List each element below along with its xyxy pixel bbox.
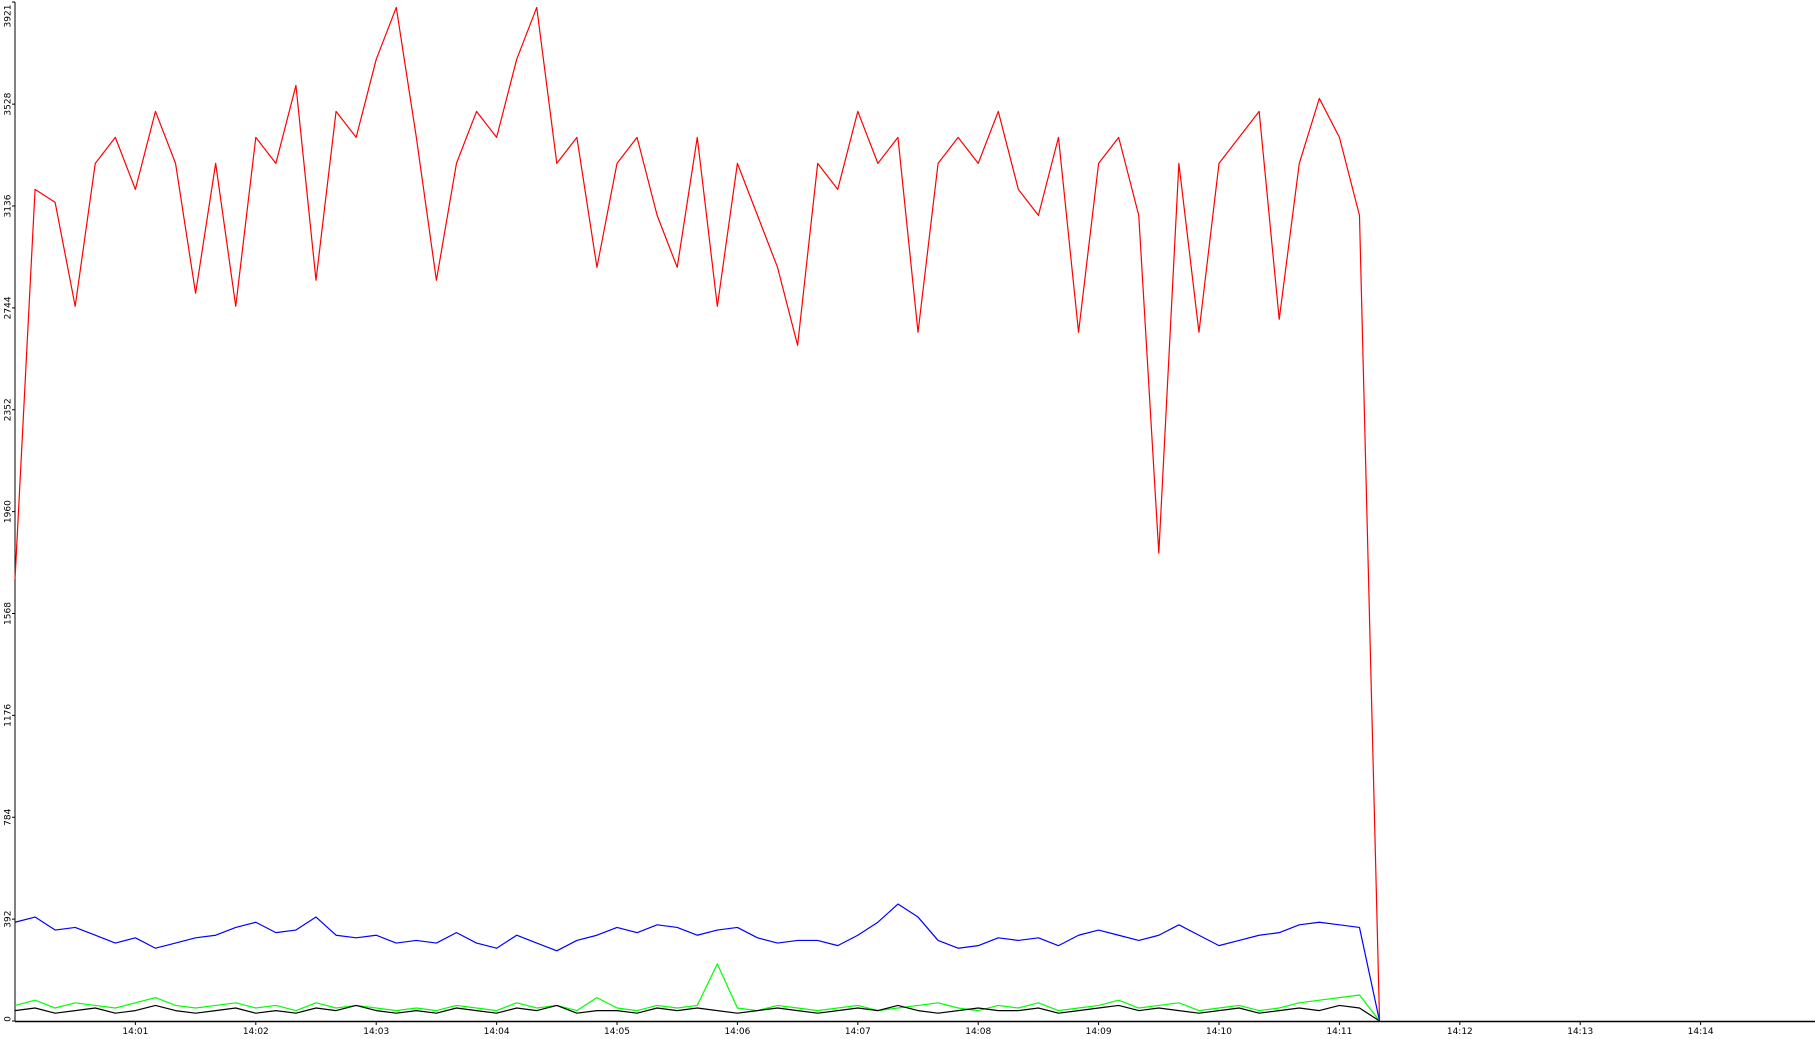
x-tick-label: 14:01	[122, 1027, 148, 1037]
x-tick-label: 14:08	[965, 1027, 991, 1037]
y-tick-label: 2352	[4, 398, 14, 421]
y-tick-label: 784	[4, 808, 14, 825]
x-tick-label: 14:10	[1206, 1027, 1232, 1037]
x-tick-label: 14:03	[363, 1027, 389, 1037]
series-line	[14, 903, 1381, 1022]
series-line	[14, 1004, 1380, 1022]
x-tick-label: 14:04	[484, 1027, 510, 1037]
series-line	[14, 6, 1381, 1022]
y-tick-label: 1568	[4, 602, 14, 625]
y-tick-label: 3136	[4, 194, 14, 217]
y-tick-label: 3528	[4, 92, 14, 115]
y-tick-label: 392	[4, 911, 14, 928]
y-tick-label: 1176	[4, 704, 14, 727]
y-tick-label: 2744	[4, 296, 14, 319]
x-tick-label: 14:05	[604, 1027, 630, 1037]
series-line	[14, 963, 1381, 1022]
y-tick-label: 1960	[4, 500, 14, 523]
x-tick-label: 14:13	[1567, 1027, 1593, 1037]
x-tick-label: 14:11	[1326, 1027, 1352, 1037]
y-tick-label: 0	[4, 1016, 14, 1022]
x-tick-label: 14:02	[243, 1027, 269, 1037]
x-tick-label: 14:12	[1447, 1027, 1473, 1037]
x-tick-label: 14:09	[1086, 1027, 1112, 1037]
x-tick-label: 14:07	[845, 1027, 871, 1037]
x-tick-label: 14:14	[1688, 1027, 1714, 1037]
y-tick-label: 3921	[4, 5, 14, 28]
x-tick-label: 14:06	[724, 1027, 750, 1037]
